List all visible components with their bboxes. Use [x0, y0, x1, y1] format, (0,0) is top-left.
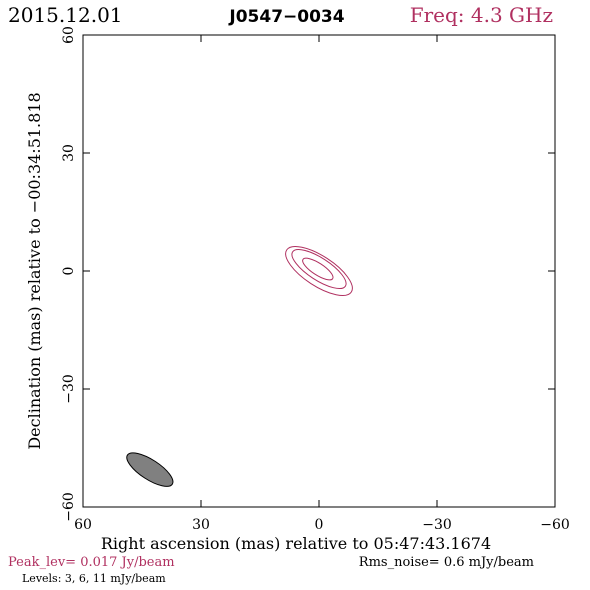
rms-noise: Rms_noise= 0.6 mJy/beam: [359, 555, 534, 570]
x-tick-label-2: 0: [315, 517, 324, 533]
x-tick-label-4: −60: [540, 517, 570, 533]
y-tick-label-1: −30: [61, 374, 77, 404]
observation-date: 2015.12.01: [8, 3, 123, 27]
contour-6-mjy: [291, 249, 347, 290]
x-axis-label: Right ascension (mas) relative to 05:47:…: [101, 534, 491, 553]
y-tick-labels: −60 −30 0 30 60: [61, 26, 77, 522]
contour-group: [285, 246, 353, 296]
y-axis-label: Declination (mas) relative to −00:34:51.…: [25, 92, 44, 449]
beam-ellipse: [126, 452, 174, 487]
contour-11-mjy: [302, 257, 334, 281]
y-tick-label-2: 0: [61, 267, 77, 276]
x-tick-label-0: 60: [74, 517, 92, 533]
peak-level: Peak_lev= 0.017 Jy/beam: [8, 555, 175, 570]
x-tick-label-3: −30: [422, 517, 452, 533]
y-tick-label-0: −60: [61, 492, 77, 522]
frequency-label: Freq: 4.3 GHz: [410, 3, 553, 27]
beam-group: [126, 452, 174, 487]
contour-3-mjy: [285, 246, 353, 296]
x-tick-labels: 60 30 0 −30 −60: [74, 517, 570, 533]
tick-marks: [82, 34, 556, 508]
plot-frame: [82, 34, 556, 508]
contour-levels: Levels: 3, 6, 11 mJy/beam: [22, 572, 166, 585]
source-name: J0547−0034: [228, 7, 344, 27]
y-tick-label-4: 60: [61, 26, 77, 44]
x-tick-label-1: 30: [192, 517, 210, 533]
y-tick-label-3: 30: [61, 144, 77, 162]
